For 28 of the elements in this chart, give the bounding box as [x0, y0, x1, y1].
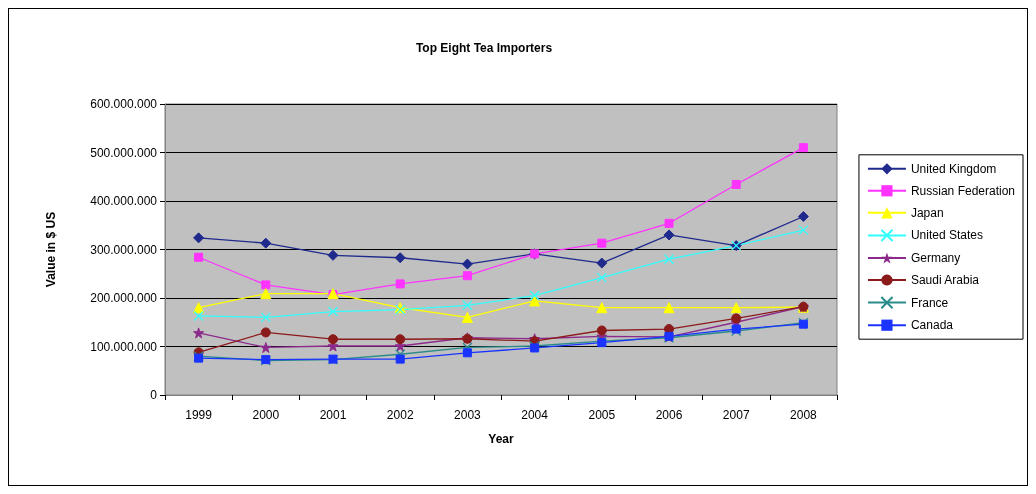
x-tick-label: 2002 [386, 408, 414, 422]
y-tick-label: 300.000.000 [90, 242, 158, 257]
x-tick-label: 2007 [722, 408, 750, 422]
y-tick-label: 400.000.000 [90, 194, 158, 208]
x-tick-label: 2005 [588, 408, 616, 422]
legend-label: Russian Federation [910, 183, 1016, 198]
legend-label: Canada [910, 318, 954, 333]
x-tick-label: 2008 [790, 408, 818, 422]
y-tick-label: 100.000.000 [90, 339, 158, 354]
chart-title: Top Eight Tea Importers [415, 41, 553, 55]
x-tick-label: 1999 [185, 408, 213, 422]
legend-label: United Kingdom [910, 161, 997, 176]
y-axis-title: Value in $ US [44, 211, 58, 288]
legend-label: Japan [910, 205, 944, 220]
legend-label: Germany [910, 251, 961, 265]
y-tick-label: 200.000.000 [90, 291, 158, 305]
y-tick-label: 600.000.000 [90, 97, 158, 111]
y-tick-label: 500.000.000 [90, 145, 158, 160]
x-tick-label: 2000 [252, 408, 280, 422]
x-tick-label: 2003 [454, 408, 482, 422]
y-tick-label: 0 [150, 388, 158, 402]
legend-label: Saudi Arabia [910, 273, 980, 287]
x-tick-label: 2004 [521, 408, 549, 422]
legend-label: United States [910, 228, 983, 243]
x-tick-label: 2001 [319, 408, 347, 422]
x-tick-label: 2006 [655, 408, 683, 422]
x-axis-title: Year [488, 432, 515, 446]
legend-label: France [910, 295, 949, 310]
